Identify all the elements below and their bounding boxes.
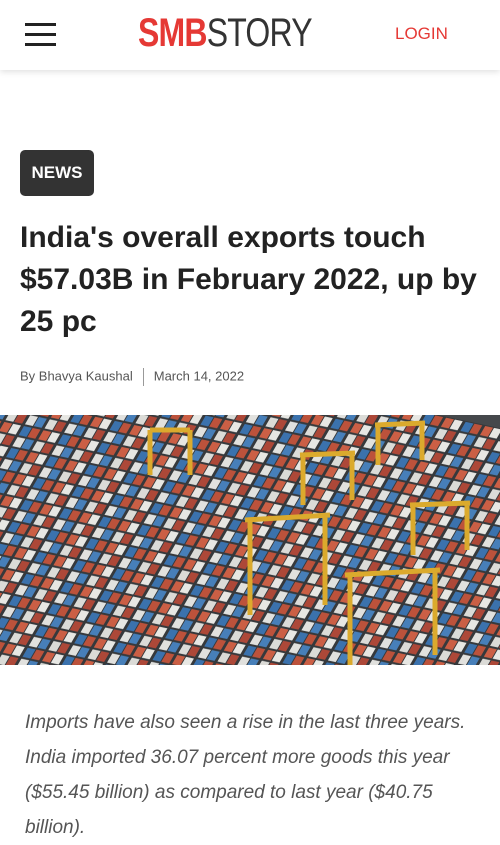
separator — [142, 368, 144, 386]
hero-image — [0, 415, 500, 665]
cranes — [147, 420, 471, 665]
menu-bar — [25, 23, 56, 26]
containers — [0, 415, 500, 665]
logo-light: STORY — [206, 11, 313, 55]
header: SMBSTORY LOGIN — [0, 0, 500, 70]
menu-button[interactable] — [25, 23, 56, 47]
image-haze — [0, 415, 500, 665]
menu-bar — [25, 33, 56, 36]
menu-bar — [25, 43, 56, 46]
byline: By Bhavya Kaushal March 14, 2022 — [20, 368, 244, 386]
category-tag[interactable]: NEWS — [20, 150, 94, 196]
article-title: India's overall exports touch $57.03B in… — [20, 221, 477, 338]
logo-bold: SMB — [138, 11, 208, 55]
login-link[interactable]: LOGIN — [395, 24, 448, 43]
logo[interactable]: SMBSTORY — [138, 10, 313, 56]
container-field — [0, 415, 500, 665]
date: March 14, 2022 — [153, 368, 245, 384]
author: By Bhavya Kaushal — [20, 368, 133, 384]
article-excerpt: Imports have also seen a rise in the las… — [25, 712, 466, 838]
